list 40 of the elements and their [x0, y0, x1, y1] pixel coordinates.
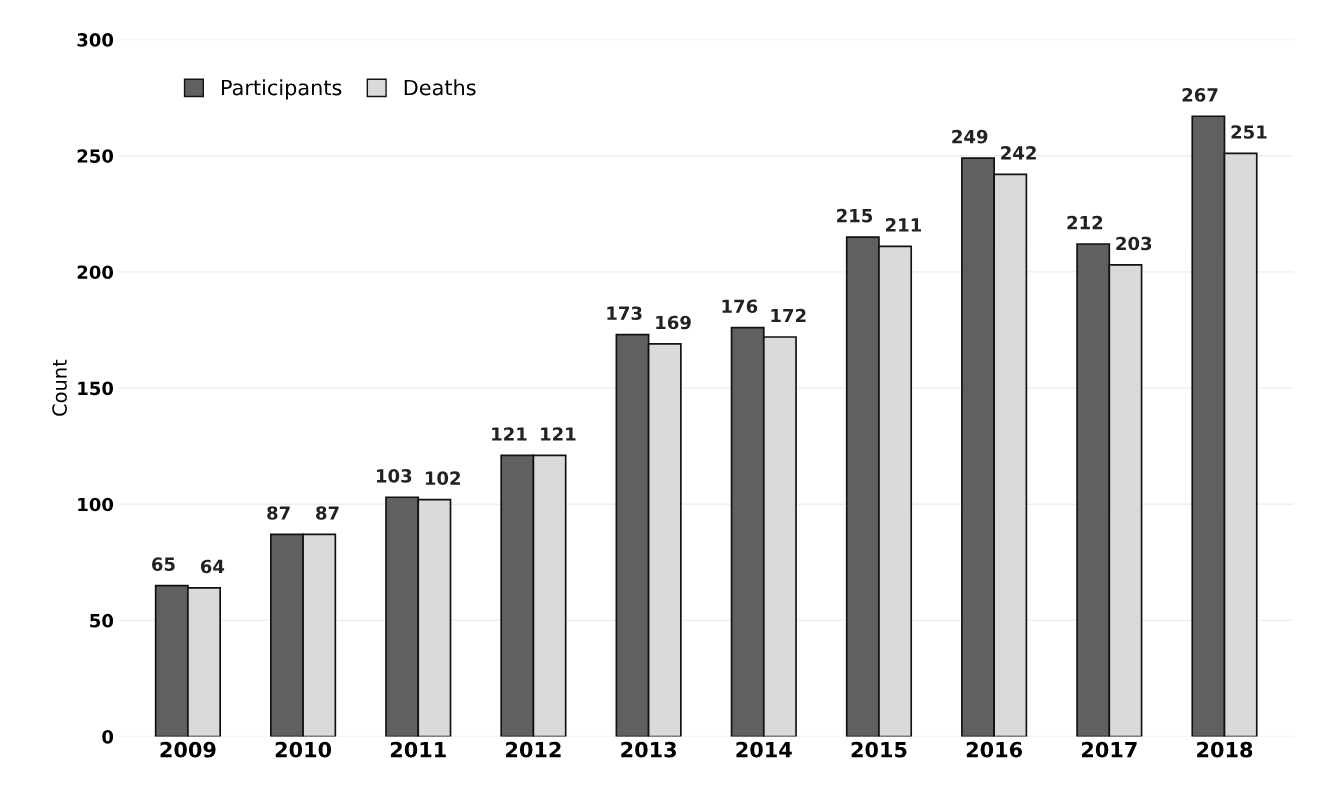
data-label: 173	[607, 306, 642, 321]
y-tick-label: 200	[77, 265, 114, 280]
data-label: 102	[425, 471, 460, 485]
legend-label: Participants	[222, 79, 342, 100]
y-tick-label: 100	[78, 497, 114, 512]
data-label: 211	[886, 218, 922, 232]
x-tick-label: 2009	[160, 741, 216, 758]
x-tick-label: 2011	[390, 741, 446, 758]
y-tick-label: 150	[78, 381, 114, 396]
y-tick-label: 0	[102, 730, 114, 744]
data-label: 87	[267, 506, 290, 520]
x-tick-label: 2016	[966, 741, 1023, 758]
data-label: 103	[376, 469, 412, 483]
data-label: 249	[952, 129, 988, 144]
data-label: 121	[492, 427, 527, 441]
x-tick-label: 2017	[1081, 741, 1137, 758]
data-label: 176	[722, 299, 758, 314]
data-label: 212	[1067, 215, 1103, 230]
data-label: 65	[152, 557, 175, 571]
data-label: 203	[1116, 236, 1152, 251]
y-axis-title: Count	[52, 359, 67, 416]
data-label: 267	[1182, 88, 1218, 102]
data-label: 251	[1231, 125, 1267, 139]
y-tick-label: 300	[77, 33, 114, 47]
data-label: 87	[316, 506, 339, 520]
y-tick-label: 250	[77, 149, 114, 163]
x-tick-label: 2015	[851, 741, 907, 758]
data-label: 121	[541, 427, 576, 441]
data-label: 64	[200, 559, 225, 574]
data-label: 215	[837, 208, 873, 223]
data-label: 172	[771, 308, 806, 323]
x-tick-label: 2013	[621, 741, 676, 758]
x-tick-label: 2018	[1197, 741, 1253, 758]
legend-label: Deaths	[404, 79, 476, 96]
data-label: 169	[656, 315, 691, 330]
data-label: 242	[1001, 146, 1036, 160]
x-tick-label: 2010	[275, 741, 332, 758]
x-tick-label: 2014	[736, 741, 792, 758]
x-tick-label: 2012	[506, 741, 561, 758]
y-tick-label: 50	[90, 613, 114, 628]
